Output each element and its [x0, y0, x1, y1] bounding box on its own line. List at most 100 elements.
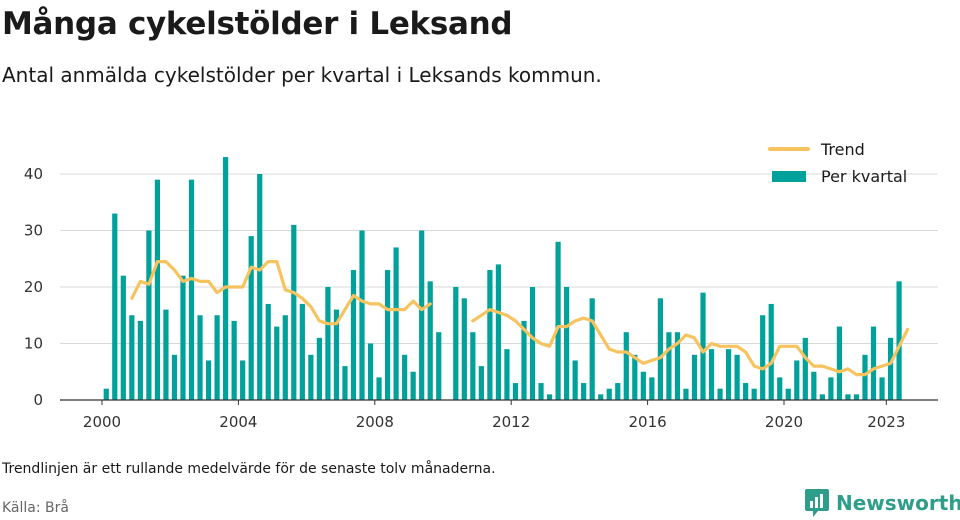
bar — [853, 394, 860, 400]
bar — [529, 287, 536, 400]
bar — [504, 349, 510, 400]
bar — [751, 388, 757, 400]
bar — [777, 377, 783, 400]
bar — [828, 377, 834, 400]
y-tick-label: 40 — [24, 165, 43, 183]
bar — [717, 388, 723, 400]
bar — [691, 354, 698, 400]
bar — [546, 394, 553, 400]
bar — [538, 383, 544, 400]
bar — [564, 287, 570, 400]
legend-label-bars: Per kvartal — [821, 167, 907, 186]
bar — [879, 377, 885, 400]
bar — [819, 394, 825, 400]
bar — [188, 179, 195, 400]
bar — [487, 270, 493, 400]
bar — [725, 349, 732, 400]
x-tick-label: 2023 — [867, 413, 905, 431]
bar — [862, 354, 868, 400]
bar — [325, 287, 331, 400]
bar — [521, 320, 527, 400]
bar — [197, 315, 203, 400]
bar — [367, 343, 374, 400]
bar — [137, 320, 143, 400]
bar — [811, 371, 817, 400]
y-tick-label: 30 — [24, 222, 43, 240]
bar — [129, 315, 135, 400]
bar — [240, 360, 246, 400]
bar — [453, 287, 459, 400]
chart-subtitle: Antal anmälda cykelstölder per kvartal i… — [2, 63, 602, 87]
bar — [146, 230, 152, 400]
newsworthy-logo[interactable]: Newsworthy — [804, 488, 960, 518]
bar — [163, 309, 169, 400]
bar — [436, 332, 442, 400]
bar — [640, 371, 646, 400]
y-tick-label: 0 — [33, 391, 43, 409]
bar — [760, 315, 766, 400]
bar — [257, 174, 263, 400]
trend-line — [471, 308, 910, 377]
y-tick-label: 20 — [24, 278, 43, 296]
bar — [248, 236, 254, 400]
bar — [794, 360, 800, 400]
bar — [316, 337, 322, 400]
bar — [402, 354, 408, 400]
bar — [223, 157, 229, 400]
bar — [376, 377, 382, 400]
chart-note: Trendlinjen är ett rullande medelvärde f… — [2, 461, 496, 477]
bar — [615, 383, 621, 400]
bar — [785, 388, 791, 400]
bar — [683, 388, 689, 400]
bar — [887, 337, 894, 400]
bar — [154, 179, 161, 400]
x-tick-label: 2020 — [765, 413, 803, 431]
bar — [802, 337, 808, 400]
bar — [572, 360, 578, 400]
logo-text: Newsworthy — [836, 491, 960, 515]
chart-title: Många cykelstölder i Leksand — [2, 6, 513, 42]
bar — [743, 383, 749, 400]
bar — [581, 383, 587, 400]
bar — [674, 332, 681, 400]
bar — [265, 303, 271, 400]
bar — [623, 332, 629, 400]
bar — [845, 394, 851, 400]
bar — [734, 354, 740, 400]
legend-label-trend: Trend — [820, 140, 865, 159]
bar — [470, 332, 476, 400]
bar — [393, 247, 399, 400]
bar — [214, 315, 220, 400]
bar — [342, 366, 348, 400]
bar — [427, 281, 433, 400]
bar — [896, 281, 902, 400]
bar — [291, 224, 297, 400]
bar — [836, 326, 843, 400]
x-tick-label: 2004 — [219, 413, 257, 431]
chart-source: Källa: Brå — [2, 500, 69, 516]
bar — [632, 354, 638, 400]
bar — [700, 292, 706, 400]
bar — [666, 332, 672, 400]
bar — [512, 383, 519, 400]
bar — [410, 371, 416, 400]
bar — [589, 298, 595, 400]
bar — [299, 303, 305, 400]
bar — [495, 264, 502, 400]
bar — [308, 354, 314, 400]
bar — [205, 360, 212, 400]
bar — [649, 377, 655, 400]
bar — [768, 303, 774, 400]
bar — [180, 275, 186, 400]
bar — [171, 354, 178, 400]
bar — [461, 298, 467, 400]
bar — [478, 366, 484, 400]
x-tick-label: 2000 — [83, 413, 121, 431]
bar — [606, 388, 612, 400]
bar — [112, 213, 118, 400]
y-tick-label: 10 — [24, 335, 43, 353]
bar — [282, 315, 288, 400]
bar — [708, 349, 715, 400]
x-tick-label: 2008 — [356, 413, 394, 431]
